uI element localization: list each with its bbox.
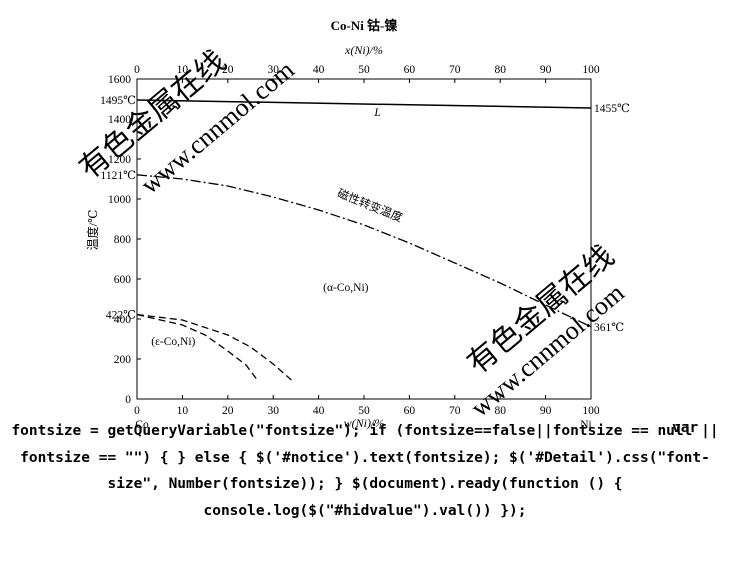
x-tick-label-bottom: 70 <box>449 405 461 417</box>
code-var-keyword: var <box>672 420 699 436</box>
x-tick-label-bottom: 80 <box>494 405 506 417</box>
x-axis-label-top: x(Ni)/% <box>344 43 383 57</box>
x-tick-label-top: 0 <box>134 64 140 76</box>
series-line-solid <box>136 99 592 109</box>
x-tick-label-top: 80 <box>494 64 506 76</box>
code-text: fontsize = getQueryVariable("fontsize");… <box>11 423 719 519</box>
y-tick-label: 1400 <box>108 114 131 126</box>
annotation-label: 361℃ <box>594 322 624 334</box>
endpoint-label-left: Co <box>135 419 149 430</box>
y-tick-label: 1000 <box>108 194 131 206</box>
series-layer <box>136 99 592 381</box>
y-tick-label: 200 <box>114 354 132 366</box>
y-tick-label: 1200 <box>108 154 131 166</box>
x-tick-label-top: 10 <box>177 64 189 76</box>
y-tick-label: 0 <box>125 394 131 406</box>
watermark-layer: 有色金属在线 www.cnnmol.com 有色金属在线 www.cnnmol.… <box>73 44 629 422</box>
x-tick-label-top: 30 <box>267 64 279 76</box>
annotation-label: 1121℃ <box>101 170 137 182</box>
x-tick-label-bottom: 100 <box>582 405 600 417</box>
annotation-label: (ε-Co,Ni) <box>151 336 195 348</box>
x-tick-label-bottom: 20 <box>222 405 234 417</box>
x-tick-label-top: 20 <box>222 64 234 76</box>
x-tick-label-top: 50 <box>358 64 370 76</box>
x-tick-label-bottom: 60 <box>404 405 416 417</box>
series-line-dashed <box>136 313 258 381</box>
annotation-label: (α-Co,Ni) <box>323 282 368 294</box>
series-line-dashed <box>136 313 292 381</box>
y-axis-label: 温度/℃ <box>85 210 100 251</box>
annotation-label: 磁性转变温度 <box>335 186 405 225</box>
x-tick-label-top: 70 <box>449 64 461 76</box>
annotation-label: 422℃ <box>106 310 136 322</box>
annotation-label: 1495℃ <box>100 95 136 107</box>
y-tick-label: 600 <box>114 274 132 286</box>
x-tick-label-top: 60 <box>404 64 416 76</box>
phase-diagram: 有色金属在线 www.cnnmol.com 有色金属在线 www.cnnmol.… <box>73 18 630 430</box>
x-tick-label-top: 100 <box>582 64 600 76</box>
endpoint-label-right: Ni <box>580 419 592 430</box>
y-tick-label: 1600 <box>108 74 131 86</box>
y-tick-label: 400 <box>114 314 132 326</box>
annotation-label: 1455℃ <box>594 103 630 115</box>
x-tick-label-bottom: 0 <box>134 405 140 417</box>
x-tick-label-bottom: 10 <box>177 405 189 417</box>
annotation-label: L <box>373 107 380 119</box>
x-tick-label-top: 90 <box>540 64 552 76</box>
x-tick-label-bottom: 90 <box>540 405 552 417</box>
axis-ticks: 0010102020303040405050606070708080909010… <box>108 64 600 430</box>
x-tick-label-top: 40 <box>313 64 325 76</box>
series-line-dashdot <box>136 174 592 328</box>
y-tick-label: 800 <box>114 234 132 246</box>
chart-title: Co-Ni 钴-镍 <box>331 18 398 33</box>
x-tick-label-bottom: 50 <box>358 405 370 417</box>
x-axis-label-bottom: w(Ni)/% <box>344 416 385 430</box>
x-tick-label-bottom: 40 <box>313 405 325 417</box>
x-tick-label-bottom: 30 <box>267 405 279 417</box>
